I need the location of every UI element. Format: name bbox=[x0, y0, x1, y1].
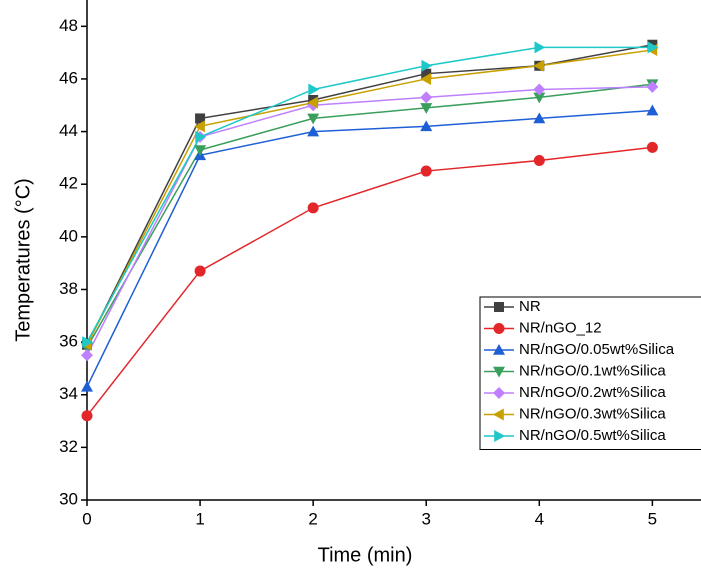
marker bbox=[493, 366, 505, 378]
y-tick-label: 48 bbox=[59, 16, 78, 35]
marker bbox=[307, 202, 319, 214]
marker bbox=[646, 141, 658, 153]
marker bbox=[533, 112, 546, 124]
legend: NR NR/nGO_12 NR/nGO/0.05wt%Silica NR/nGO/0.… bbox=[479, 296, 701, 450]
y-tick-label: 42 bbox=[59, 174, 78, 193]
y-tick-label: 38 bbox=[59, 279, 78, 298]
marker bbox=[421, 68, 432, 79]
series-line bbox=[86, 83, 653, 348]
marker bbox=[420, 165, 432, 177]
marker bbox=[493, 323, 505, 334]
x-tick-label: 0 bbox=[82, 509, 91, 528]
x-tick-label: 4 bbox=[535, 509, 544, 528]
legend-label: NR bbox=[519, 298, 541, 315]
x-tick-label: 2 bbox=[308, 509, 317, 528]
legend-label: NR/nGO/0.1wt%Silica bbox=[519, 362, 666, 379]
y-tick-label: 30 bbox=[59, 489, 78, 508]
marker bbox=[82, 336, 93, 349]
series-line bbox=[86, 146, 653, 417]
marker bbox=[308, 83, 320, 96]
marker bbox=[646, 80, 659, 93]
series-line bbox=[86, 46, 653, 343]
marker bbox=[307, 113, 320, 125]
marker bbox=[194, 265, 206, 277]
marker bbox=[194, 120, 205, 133]
marker bbox=[493, 408, 504, 421]
marker bbox=[494, 302, 504, 312]
y-tick-label: 36 bbox=[59, 332, 78, 351]
marker bbox=[646, 104, 659, 116]
x-tick-label: 1 bbox=[195, 509, 204, 528]
marker bbox=[195, 113, 206, 124]
y-tick-label: 34 bbox=[59, 384, 78, 403]
series-line bbox=[86, 109, 653, 388]
y-axis-title: Temperatures (°C) bbox=[12, 178, 34, 342]
y-tick-label: 46 bbox=[59, 68, 78, 87]
y-tick-label: 32 bbox=[59, 437, 78, 456]
y-tick-label: 40 bbox=[59, 226, 78, 245]
legend-label: NR/nGO/0.2wt%Silica bbox=[519, 384, 666, 401]
marker bbox=[81, 380, 93, 392]
x-tick-label: 5 bbox=[648, 509, 657, 528]
series-line bbox=[86, 49, 653, 346]
legend-box bbox=[479, 296, 701, 450]
y-tick-label: 44 bbox=[59, 121, 78, 140]
marker bbox=[534, 41, 546, 54]
marker bbox=[420, 91, 433, 104]
x-axis-title: Time (min) bbox=[318, 544, 413, 566]
legend-label: NR/nGO/0.05wt%Silica bbox=[519, 341, 675, 358]
marker bbox=[307, 96, 318, 109]
marker bbox=[420, 72, 432, 85]
marker bbox=[533, 92, 546, 104]
series-line bbox=[86, 43, 653, 346]
legend-label: NR/nGO/0.5wt%Silica bbox=[519, 427, 666, 444]
marker bbox=[533, 59, 545, 72]
x-tick-label: 3 bbox=[421, 509, 430, 528]
marker bbox=[195, 130, 207, 143]
marker bbox=[81, 410, 93, 422]
marker bbox=[307, 125, 320, 137]
legend-label: NR/nGO_12 bbox=[519, 319, 602, 336]
marker bbox=[420, 103, 433, 114]
marker bbox=[194, 145, 207, 156]
marker bbox=[493, 344, 505, 355]
marker bbox=[421, 59, 433, 72]
marker bbox=[420, 120, 433, 132]
marker bbox=[533, 83, 546, 96]
series-line bbox=[86, 86, 653, 356]
marker bbox=[493, 387, 505, 399]
marker bbox=[81, 349, 93, 362]
marker bbox=[647, 41, 659, 54]
marker bbox=[533, 155, 545, 167]
legend-label: NR/nGO/0.3wt%Silica bbox=[519, 405, 666, 422]
marker bbox=[494, 430, 505, 442]
